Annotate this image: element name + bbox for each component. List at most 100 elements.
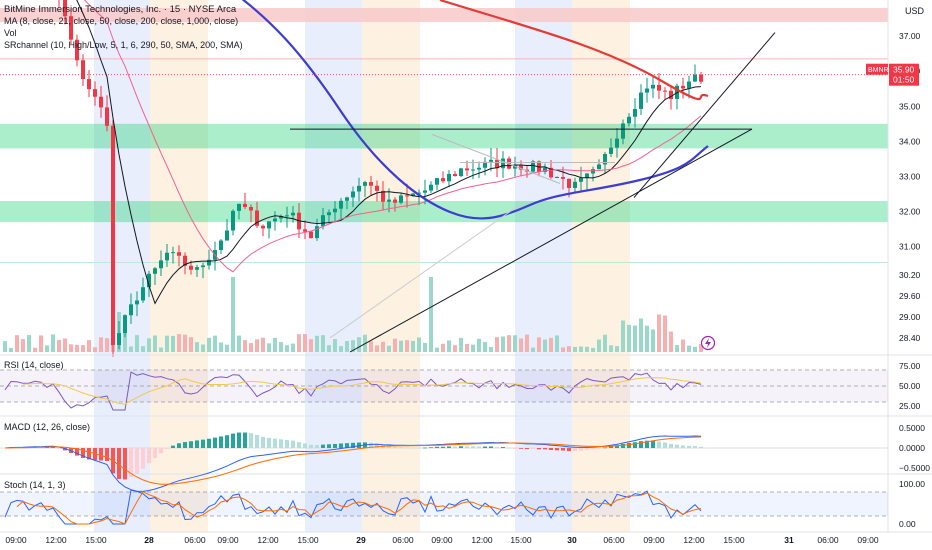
volume-bar xyxy=(315,335,319,352)
macd-hist-bar xyxy=(81,448,85,458)
macd-hist-bar xyxy=(657,441,661,448)
candle-body xyxy=(117,333,121,345)
time-tick: 12:00 xyxy=(257,535,279,545)
rsi-legend[interactable]: RSI (14, close) xyxy=(4,360,64,370)
macd-hist-bar xyxy=(687,445,691,448)
volume-bar xyxy=(429,277,433,352)
macd-hist-bar xyxy=(603,447,607,449)
volume-bar xyxy=(45,345,49,352)
time-tick: 06:00 xyxy=(392,535,414,545)
macd-hist-bar xyxy=(321,444,325,448)
volume-bar xyxy=(87,340,91,352)
macd-hist-bar xyxy=(489,446,493,448)
time-tick: 09:00 xyxy=(431,535,453,545)
candle-body xyxy=(165,252,169,261)
volume-bar xyxy=(291,343,295,352)
candle-body xyxy=(621,123,625,139)
volume-bar xyxy=(243,340,247,352)
macd-hist-bar xyxy=(333,443,337,448)
volume-bar xyxy=(543,339,547,352)
volume-bar xyxy=(657,314,661,352)
macd-hist-bar xyxy=(423,447,427,449)
candle-body xyxy=(105,107,109,126)
macd-hist-bar xyxy=(429,447,433,449)
lightning-icon[interactable] xyxy=(700,335,716,351)
currency-label[interactable]: USD xyxy=(904,6,924,16)
macd-hist-bar xyxy=(219,436,223,448)
ma21-line xyxy=(83,0,702,273)
volume-bar xyxy=(369,341,373,352)
candle-body xyxy=(315,226,319,239)
macd-hist-bar xyxy=(387,446,391,448)
macd-hist-bar xyxy=(609,446,613,448)
macd-hist-bar xyxy=(225,435,229,448)
ma8-line xyxy=(76,0,702,305)
time-tick: 29 xyxy=(356,535,366,545)
macd-hist-bar xyxy=(135,448,139,474)
macd-legend[interactable]: MACD (12, 26, close) xyxy=(4,422,91,432)
price-tick: 37.00 xyxy=(899,31,921,41)
volume-bar xyxy=(273,337,277,352)
rsi-tick: 50.00 xyxy=(899,381,921,391)
volume-bar xyxy=(261,337,265,352)
pattern-line xyxy=(431,133,561,184)
candle-body xyxy=(633,108,637,117)
candle-body xyxy=(333,208,337,213)
volume-bar xyxy=(663,315,667,352)
srchannel-legend[interactable]: SRchannel (10, High/Low, 5, 1, 6, 290, 5… xyxy=(4,40,243,50)
candle-body xyxy=(327,212,331,216)
volume-series xyxy=(3,277,703,352)
volume-bar xyxy=(417,337,421,352)
candle-body xyxy=(345,197,349,201)
time-tick: 06:00 xyxy=(817,535,839,545)
session-band xyxy=(515,0,572,532)
candle-body xyxy=(201,265,205,268)
volume-bar xyxy=(345,341,349,352)
volume-bar xyxy=(651,329,655,352)
macd-hist-bar xyxy=(243,432,247,448)
stoch-tick: 100.00 xyxy=(899,479,925,489)
macd-hist-bar xyxy=(537,448,541,450)
macd-hist-bar xyxy=(291,440,295,448)
volume-bar xyxy=(255,339,259,352)
macd-hist-bar xyxy=(393,446,397,448)
volume-bar xyxy=(567,346,571,352)
candle-body xyxy=(699,74,703,82)
candle-body xyxy=(375,185,379,191)
volume-bar xyxy=(411,340,415,352)
macd-hist-bar xyxy=(405,447,409,449)
macd-hist-bar xyxy=(327,444,331,448)
macd-hist-bar xyxy=(117,448,121,479)
time-tick: 09:00 xyxy=(857,535,879,545)
candle-body xyxy=(429,184,433,191)
volume-bar xyxy=(645,325,649,352)
candle-body xyxy=(387,199,391,202)
macd-hist-bar xyxy=(597,448,601,449)
macd-hist-bar xyxy=(555,448,559,451)
volume-bar xyxy=(249,343,253,352)
symbol-badge: BMNR xyxy=(868,67,889,74)
volume-bar xyxy=(627,324,631,352)
macd-hist-bar xyxy=(441,446,445,448)
volume-bar xyxy=(375,345,379,352)
volume-bar xyxy=(303,334,307,352)
stoch-legend[interactable]: Stoch (14, 1, 3) xyxy=(4,480,66,490)
ma-legend[interactable]: MA (8, close, 21, close, 50, close, 200,… xyxy=(4,16,239,26)
vol-legend[interactable]: Vol xyxy=(4,28,17,38)
candle-body xyxy=(495,159,499,169)
macd-hist-bar xyxy=(681,445,685,448)
volume-bar xyxy=(81,345,85,352)
macd-hist-bar xyxy=(693,446,697,448)
macd-hist-bar xyxy=(513,448,517,449)
macd-hist-bar xyxy=(231,433,235,448)
macd-hist-bar xyxy=(627,442,631,448)
volume-bar xyxy=(171,335,175,352)
macd-hist-bar xyxy=(213,437,217,448)
rsi-line xyxy=(4,371,702,411)
time-tick: 15:00 xyxy=(723,535,745,545)
volume-bar xyxy=(339,346,343,352)
candle-body xyxy=(645,88,649,93)
macd-hist-bar xyxy=(543,448,547,450)
volume-bar xyxy=(21,339,25,352)
